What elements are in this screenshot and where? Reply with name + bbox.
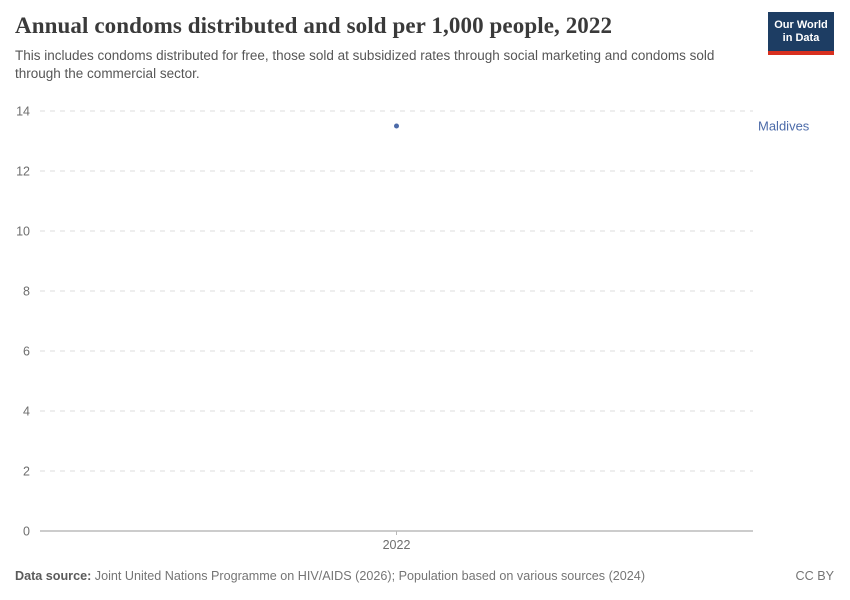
data-source-note: Data source: Joint United Nations Progra… xyxy=(15,569,645,583)
owid-logo-line2: in Data xyxy=(782,32,820,44)
y-tick-label: 10 xyxy=(16,225,30,239)
owid-logo[interactable]: Our World in Data xyxy=(768,12,834,55)
y-tick-label: 6 xyxy=(23,345,30,359)
chart-title: Annual condoms distributed and sold per … xyxy=(15,13,613,38)
entity-label[interactable]: Maldives xyxy=(758,119,810,134)
y-tick-label: 2 xyxy=(23,465,30,479)
license-badge[interactable]: CC BY xyxy=(795,569,835,583)
x-tick-label: 2022 xyxy=(383,538,411,552)
y-tick-label: 14 xyxy=(16,105,30,119)
chart-footer: Data source: Joint United Nations Progra… xyxy=(15,569,834,583)
y-tick-label: 0 xyxy=(23,525,30,539)
owid-logo-line1: Our World xyxy=(774,19,828,31)
y-tick-label: 8 xyxy=(23,285,30,299)
y-tick-label: 12 xyxy=(16,165,30,179)
data-source-text: Joint United Nations Programme on HIV/AI… xyxy=(91,569,646,583)
data-point-maldives[interactable] xyxy=(394,123,399,129)
chart-subtitle: This includes condoms distributed for fr… xyxy=(15,48,715,81)
y-tick-label: 4 xyxy=(23,405,30,419)
data-source-label: Data source: xyxy=(15,569,92,583)
chart-header: Annual condoms distributed and sold per … xyxy=(15,12,835,83)
